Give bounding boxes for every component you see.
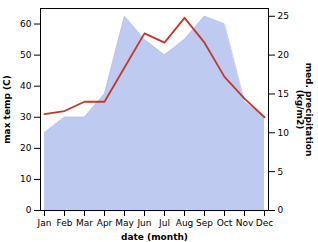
svg-text:Mar: Mar: [76, 218, 93, 228]
svg-text:40: 40: [20, 81, 32, 91]
svg-text:15: 15: [278, 89, 289, 99]
svg-text:0: 0: [278, 205, 284, 215]
svg-text:Aug: Aug: [176, 218, 194, 228]
svg-text:25: 25: [278, 11, 289, 21]
svg-text:Jan: Jan: [37, 218, 52, 228]
svg-text:10: 10: [20, 174, 32, 184]
svg-text:Jun: Jun: [136, 218, 151, 228]
svg-text:Nov: Nov: [236, 218, 254, 228]
svg-text:Apr: Apr: [97, 218, 113, 228]
svg-text:Sep: Sep: [196, 218, 213, 228]
svg-text:5: 5: [278, 167, 284, 177]
svg-text:60: 60: [20, 19, 32, 29]
svg-text:30: 30: [20, 112, 32, 122]
svg-text:50: 50: [20, 50, 32, 60]
svg-text:May: May: [115, 218, 134, 228]
svg-text:Feb: Feb: [57, 218, 73, 228]
svg-text:10: 10: [278, 128, 290, 138]
svg-text:date (month): date (month): [121, 232, 188, 242]
svg-text:0: 0: [26, 205, 32, 215]
svg-text:med. precipitation(kg/m2): med. precipitation(kg/m2): [295, 63, 314, 157]
svg-text:Jul: Jul: [158, 218, 170, 228]
svg-text:max temp (C): max temp (C): [2, 75, 12, 144]
svg-text:Dec: Dec: [256, 218, 273, 228]
svg-text:Oct: Oct: [217, 218, 233, 228]
svg-text:20: 20: [278, 50, 290, 60]
svg-text:20: 20: [20, 143, 32, 153]
